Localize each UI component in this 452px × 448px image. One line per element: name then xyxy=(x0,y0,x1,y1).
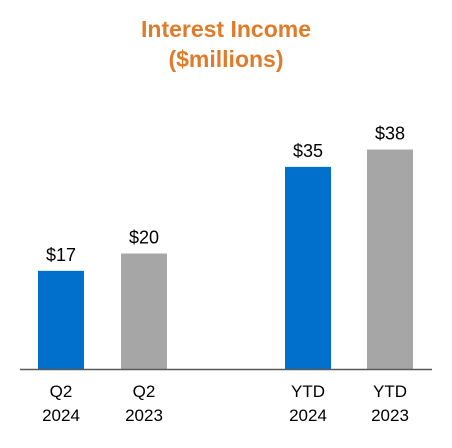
bar-2 xyxy=(285,166,331,369)
chart-title: Interest Income xyxy=(141,16,311,42)
bar-1 xyxy=(121,253,167,369)
x-tick-label-1-line1: Q2 xyxy=(133,382,156,401)
x-tick-label-0-line2: 2024 xyxy=(42,406,80,425)
bar-3 xyxy=(367,149,413,369)
x-tick-label-1-line2: 2023 xyxy=(125,406,163,425)
data-label-1: $20 xyxy=(129,228,159,248)
x-tick-label-2-line1: YTD xyxy=(291,382,325,401)
data-label-2: $35 xyxy=(293,141,323,161)
x-tick-label-2-line2: 2024 xyxy=(289,406,327,425)
x-tick-label-3-line1: YTD xyxy=(373,382,407,401)
bar-0 xyxy=(38,270,84,369)
data-label-0: $17 xyxy=(46,245,76,265)
x-tick-label-0-line1: Q2 xyxy=(50,382,73,401)
chart-subtitle: ($millions) xyxy=(168,46,284,72)
x-tick-label-3-line2: 2023 xyxy=(371,406,409,425)
data-label-3: $38 xyxy=(375,124,405,144)
